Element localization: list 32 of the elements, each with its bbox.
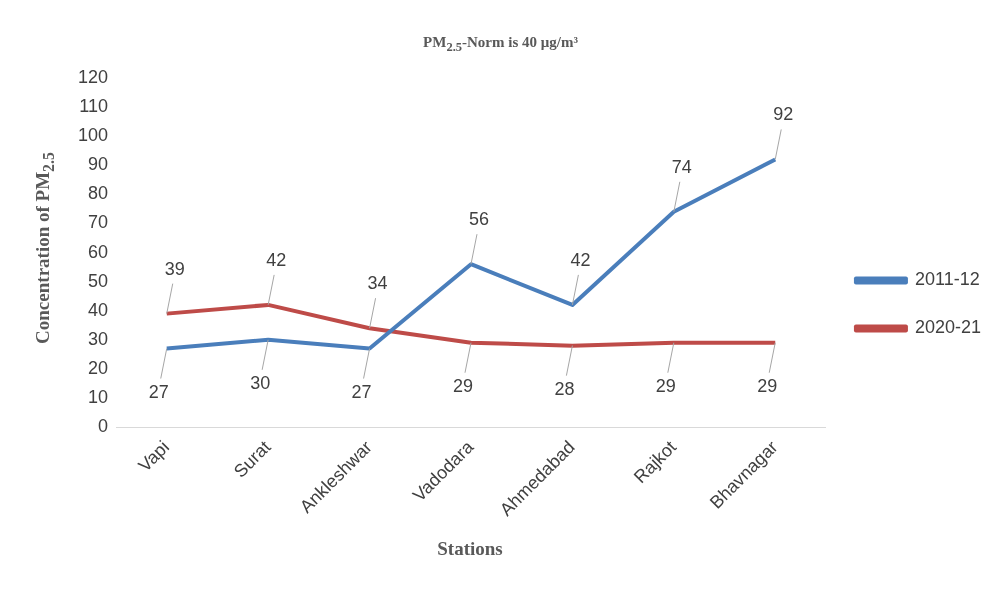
y-tick-label: 40 <box>88 299 109 320</box>
x-axis-title: Stations <box>436 538 504 560</box>
data-label: 42 <box>570 249 591 270</box>
y-tick-label: 0 <box>98 416 109 437</box>
legend-label: 2020-21 <box>914 317 981 338</box>
y-tick-label: 100 <box>77 125 109 146</box>
data-label: 29 <box>757 375 778 396</box>
data-label: 29 <box>452 375 473 396</box>
data-label: 29 <box>655 375 676 396</box>
data-label: 74 <box>671 156 692 177</box>
x-tick-label: Vapi <box>134 436 174 476</box>
data-label: 42 <box>266 249 287 270</box>
data-label: 27 <box>351 381 372 402</box>
y-tick-label: 50 <box>88 270 109 291</box>
data-label: 56 <box>468 209 489 230</box>
data-label: 34 <box>367 273 388 294</box>
y-tick-label: 80 <box>88 183 109 204</box>
legend-label: 2011-12 <box>914 269 980 290</box>
data-label: 27 <box>148 381 169 402</box>
y-tick-label: 20 <box>88 357 109 378</box>
data-label: 92 <box>773 104 794 125</box>
y-tick-label: 120 <box>77 66 109 87</box>
data-label: 28 <box>554 378 575 399</box>
y-tick-label: 30 <box>88 328 109 349</box>
y-tick-label: 60 <box>88 241 109 262</box>
y-tick-label: 70 <box>88 212 109 233</box>
data-label: 39 <box>164 258 185 279</box>
chart-title: PM$_{2.5}$-Norm is 40 μg/m³ <box>422 34 579 55</box>
y-tick-label: 10 <box>88 386 109 407</box>
y-tick-label: 90 <box>88 154 109 175</box>
y-tick-label: 110 <box>79 96 109 117</box>
data-label: 30 <box>250 372 271 393</box>
